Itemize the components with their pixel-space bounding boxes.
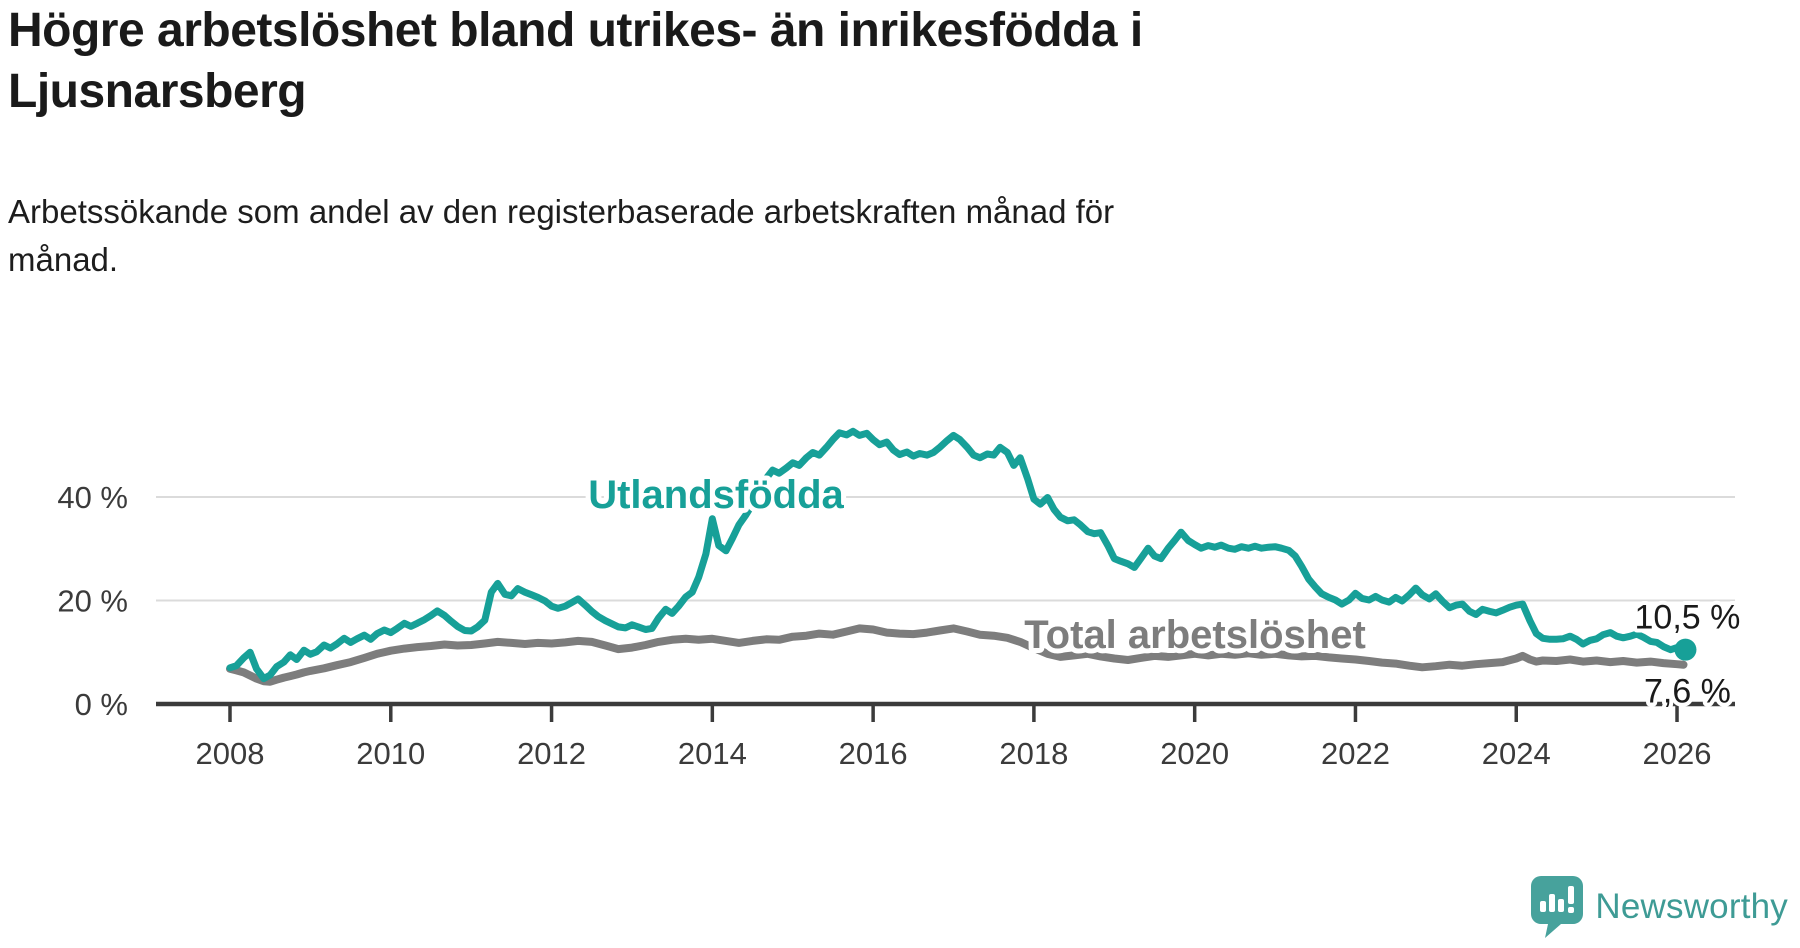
- x-axis-label-2014: 2014: [678, 736, 747, 771]
- y-axis-label-40: 40 %: [57, 480, 128, 515]
- series-end-dot-utlandsf-dda: [1674, 638, 1697, 661]
- x-axis-label-2026: 2026: [1643, 736, 1712, 771]
- newsworthy-logo[interactable]: Newsworthy: [1531, 876, 1788, 938]
- y-axis-label-0: 0 %: [75, 687, 128, 722]
- x-axis-label-2008: 2008: [196, 736, 265, 771]
- newsworthy-wordmark: Newsworthy: [1595, 887, 1788, 926]
- end-value-label-total-arbetsl-shet: 7,6 %: [1644, 673, 1731, 711]
- chart-subtitle-line2: månad.: [8, 240, 119, 278]
- x-axis-label-2012: 2012: [517, 736, 586, 771]
- x-axis-label-2016: 2016: [839, 736, 908, 771]
- series-line-utlandsf-dda: [226, 427, 1687, 683]
- y-axis-label-20: 20 %: [57, 584, 128, 619]
- x-axis-label-2020: 2020: [1160, 736, 1229, 771]
- series-label-total-arbetsl-shet: Total arbetslöshet: [1024, 613, 1366, 657]
- x-axis-label-2018: 2018: [999, 736, 1068, 771]
- page-title: Högre arbetslöshet bland utrikes- än inr…: [8, 0, 1143, 123]
- page-title-line1: Högre arbetslöshet bland utrikes- än inr…: [8, 4, 1143, 57]
- newsworthy-bubble-icon: [1531, 876, 1584, 938]
- series-label-utlandsf-dda: Utlandsfödda: [588, 473, 844, 517]
- x-axis-label-2024: 2024: [1482, 736, 1551, 771]
- x-axis-label-2010: 2010: [356, 736, 425, 771]
- chart-subtitle-line1: Arbetssökande som andel av den registerb…: [8, 193, 1115, 230]
- chart-subtitle: Arbetssökande som andel av den registerb…: [8, 188, 1114, 284]
- series-line-total-arbetsl-shet: [226, 624, 1688, 686]
- page-title-line2: Ljusnarsberg: [8, 65, 307, 119]
- x-axis-label-2022: 2022: [1321, 736, 1390, 771]
- end-value-label-utlandsf-dda: 10,5 %: [1635, 599, 1741, 637]
